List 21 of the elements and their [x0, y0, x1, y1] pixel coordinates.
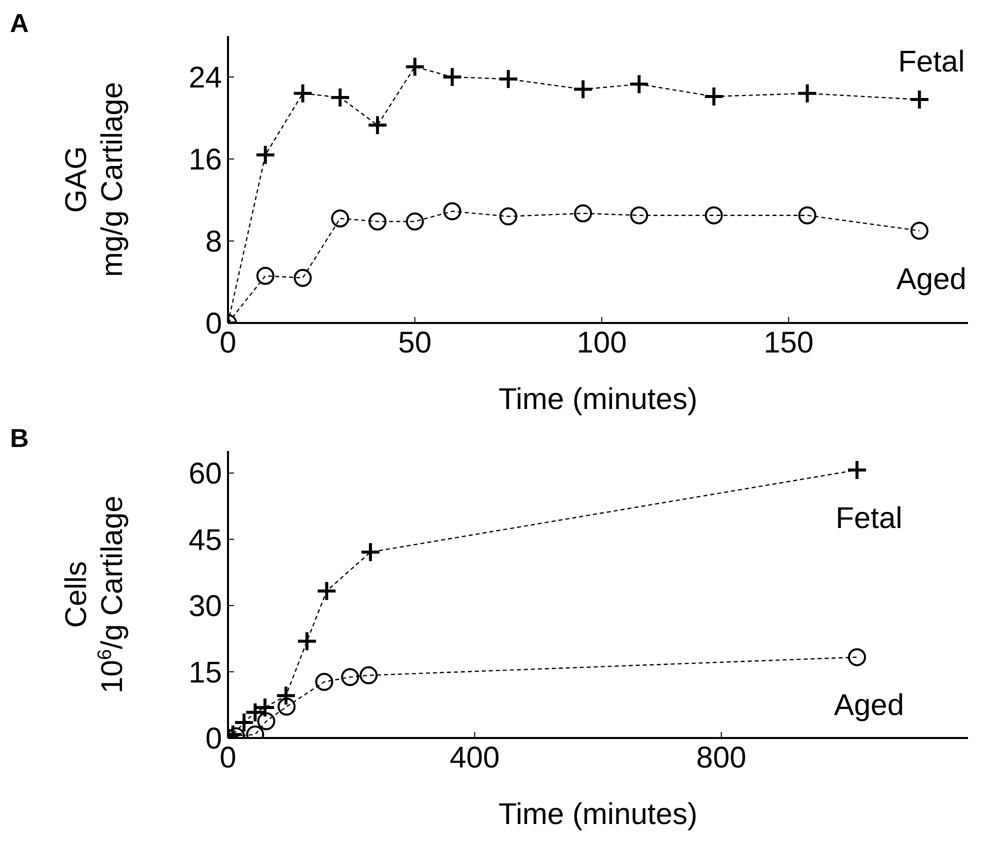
x-tick-label: 800	[696, 741, 746, 774]
x-tick-label: 400	[450, 741, 500, 774]
y-tick-label: 16	[188, 144, 222, 177]
y-tick-label: 45	[188, 524, 222, 557]
x-tick-label: 50	[398, 326, 432, 360]
y-tick-label: 24	[188, 62, 222, 95]
x-axis-title: Time (minutes)	[498, 383, 698, 416]
series-label: Fetal	[898, 46, 965, 79]
series-label: Aged	[896, 262, 966, 296]
y-tick-label: 15	[188, 656, 222, 690]
series-label: Fetal	[836, 502, 902, 535]
y-tick-label: 30	[188, 590, 222, 624]
y-tick-label: 8	[205, 226, 222, 259]
y-axis-title: GAG mg/g Cartilage	[60, 82, 129, 278]
text: A	[10, 8, 29, 39]
text: B	[10, 423, 29, 454]
y-tick-label: 60	[188, 458, 222, 491]
x-tick-label: 150	[764, 326, 814, 360]
x-axis-title: Time (minutes)	[498, 798, 698, 831]
x-tick-label: 100	[576, 326, 627, 360]
series-label: Aged	[834, 689, 904, 722]
